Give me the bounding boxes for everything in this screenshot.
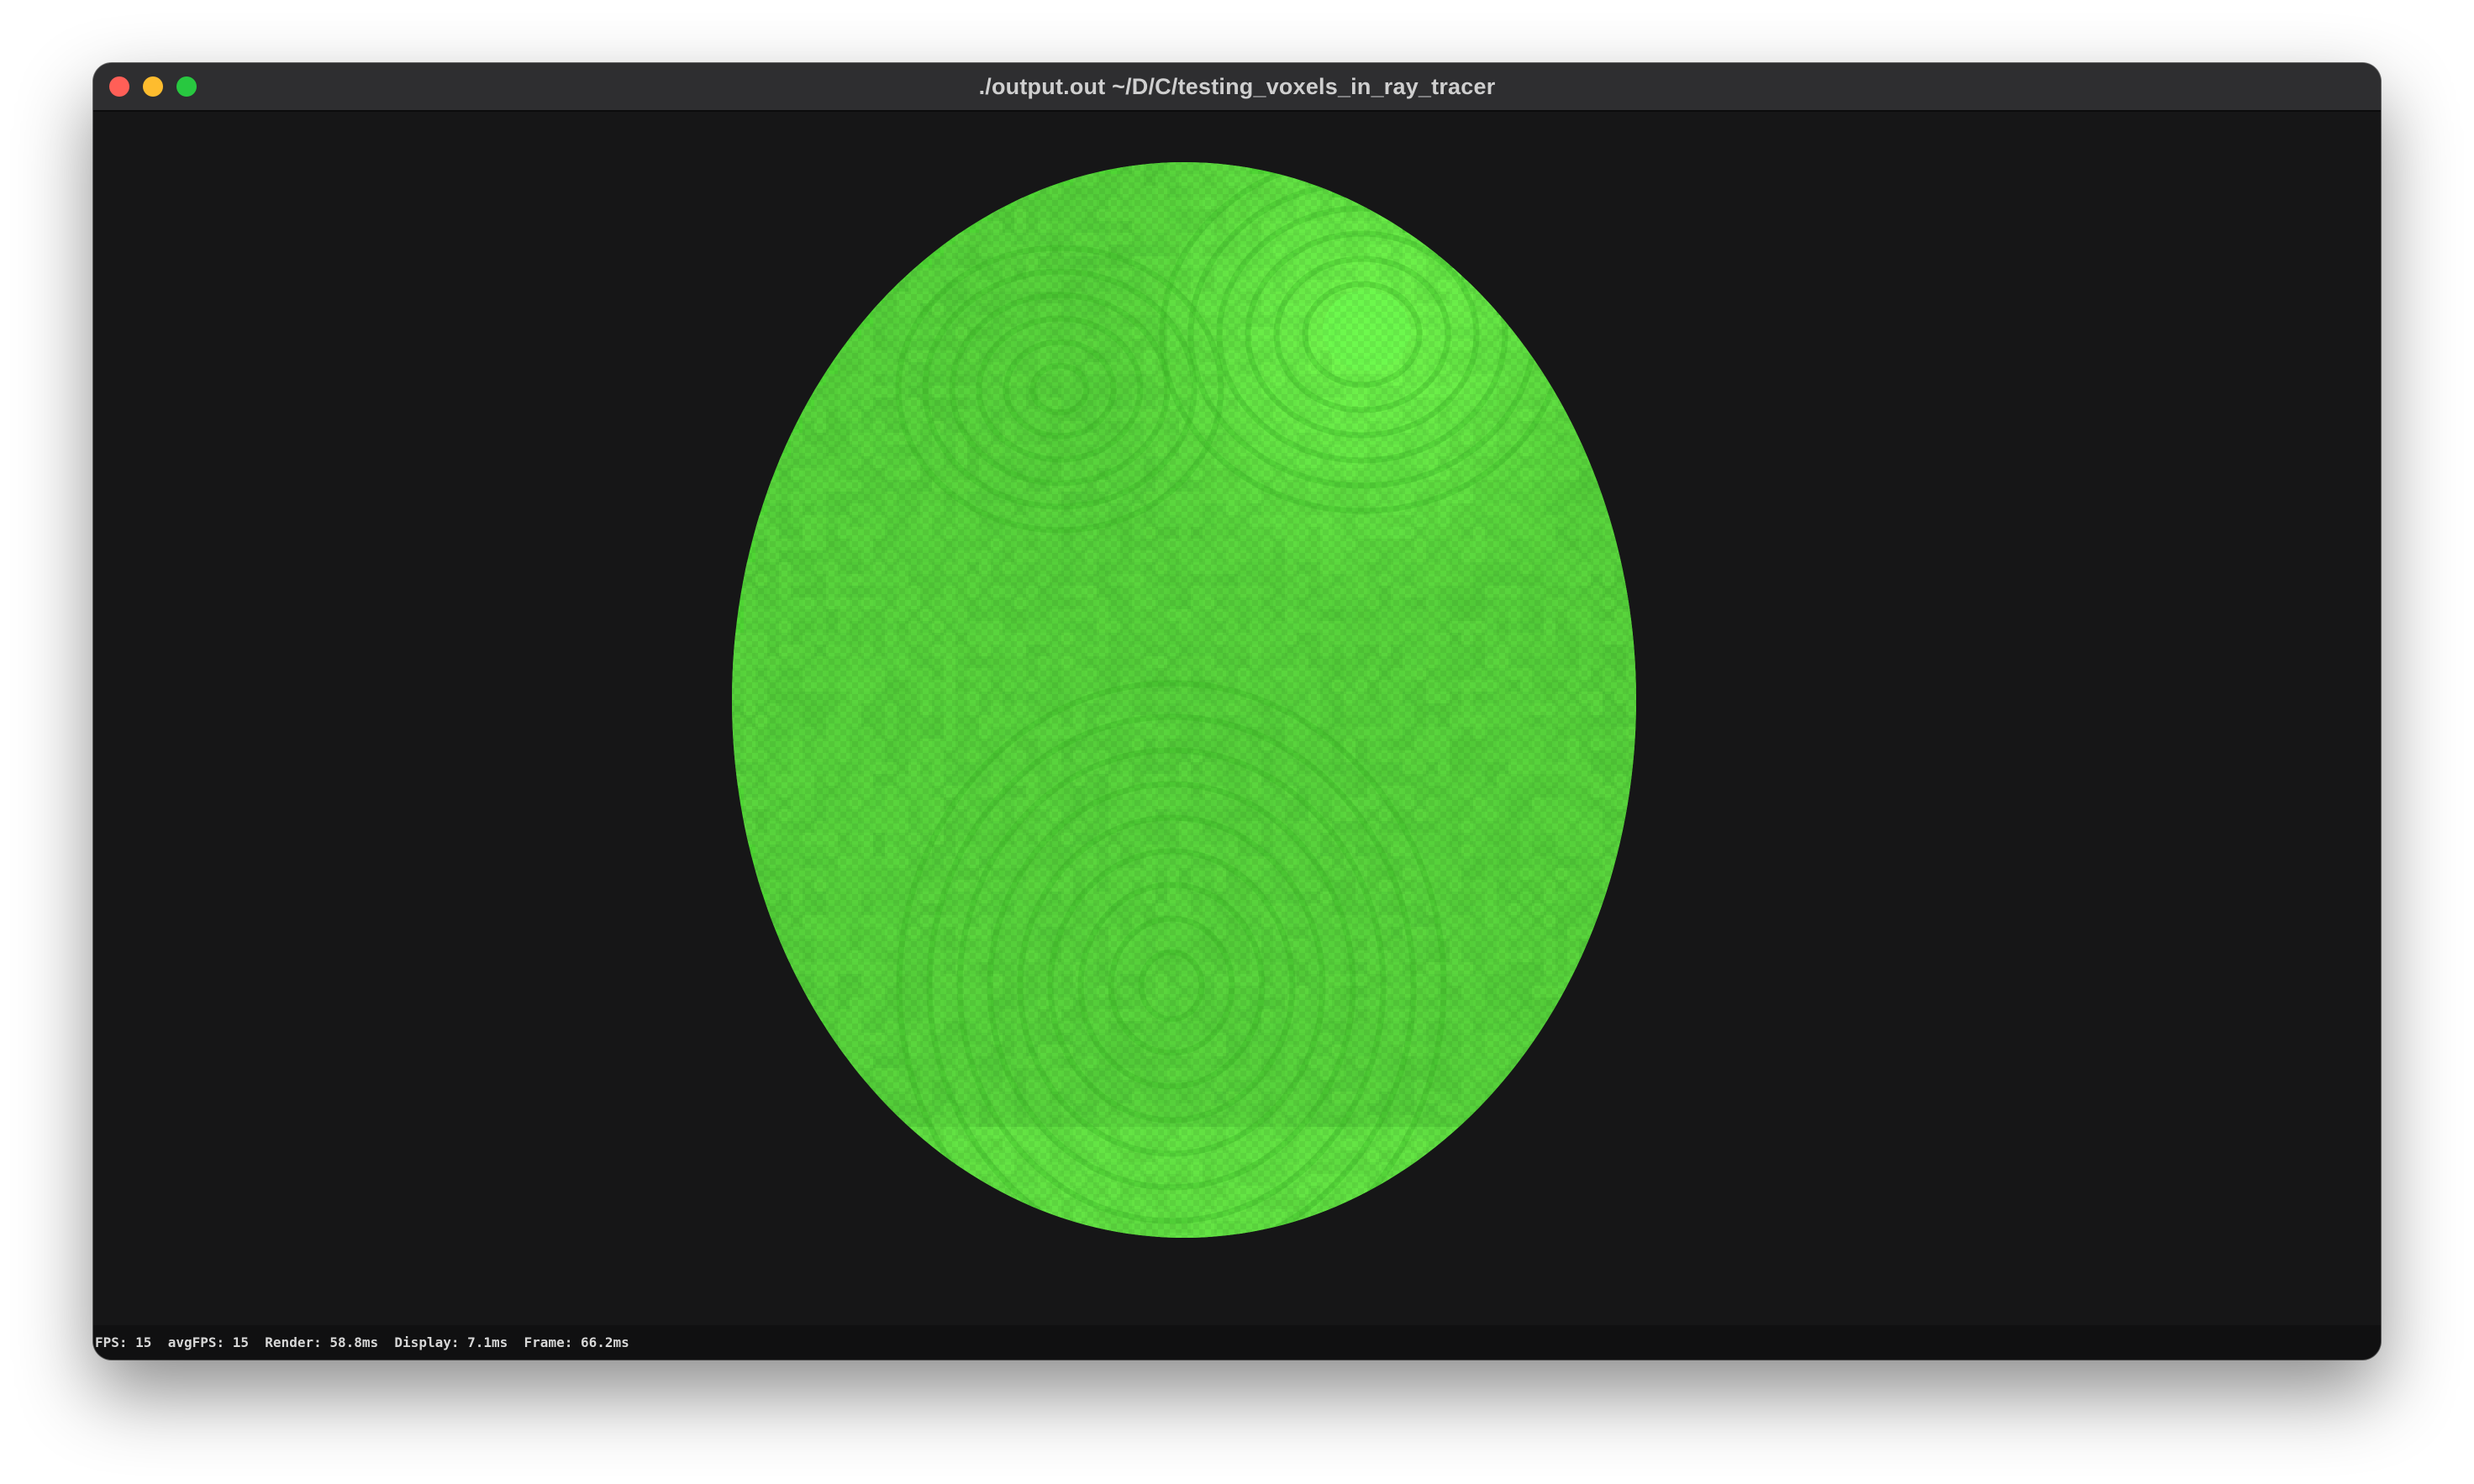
- close-button[interactable]: [109, 76, 129, 97]
- status-bar: FPS: 15 avgFPS: 15 Render: 58.8ms Displa…: [93, 1325, 2381, 1360]
- performance-stats: FPS: 15 avgFPS: 15 Render: 58.8ms Displa…: [95, 1334, 629, 1350]
- render-viewport[interactable]: [93, 112, 2381, 1325]
- zoom-button[interactable]: [176, 76, 197, 97]
- window-title: ./output.out ~/D/C/testing_voxels_in_ray…: [978, 74, 1496, 99]
- voxel-render-canvas: [732, 162, 1636, 1238]
- minimize-button[interactable]: [143, 76, 163, 97]
- terminal-window: ./output.out ~/D/C/testing_voxels_in_ray…: [93, 63, 2381, 1360]
- title-bar[interactable]: ./output.out ~/D/C/testing_voxels_in_ray…: [93, 63, 2381, 112]
- voxel-sphere: [732, 162, 1636, 1238]
